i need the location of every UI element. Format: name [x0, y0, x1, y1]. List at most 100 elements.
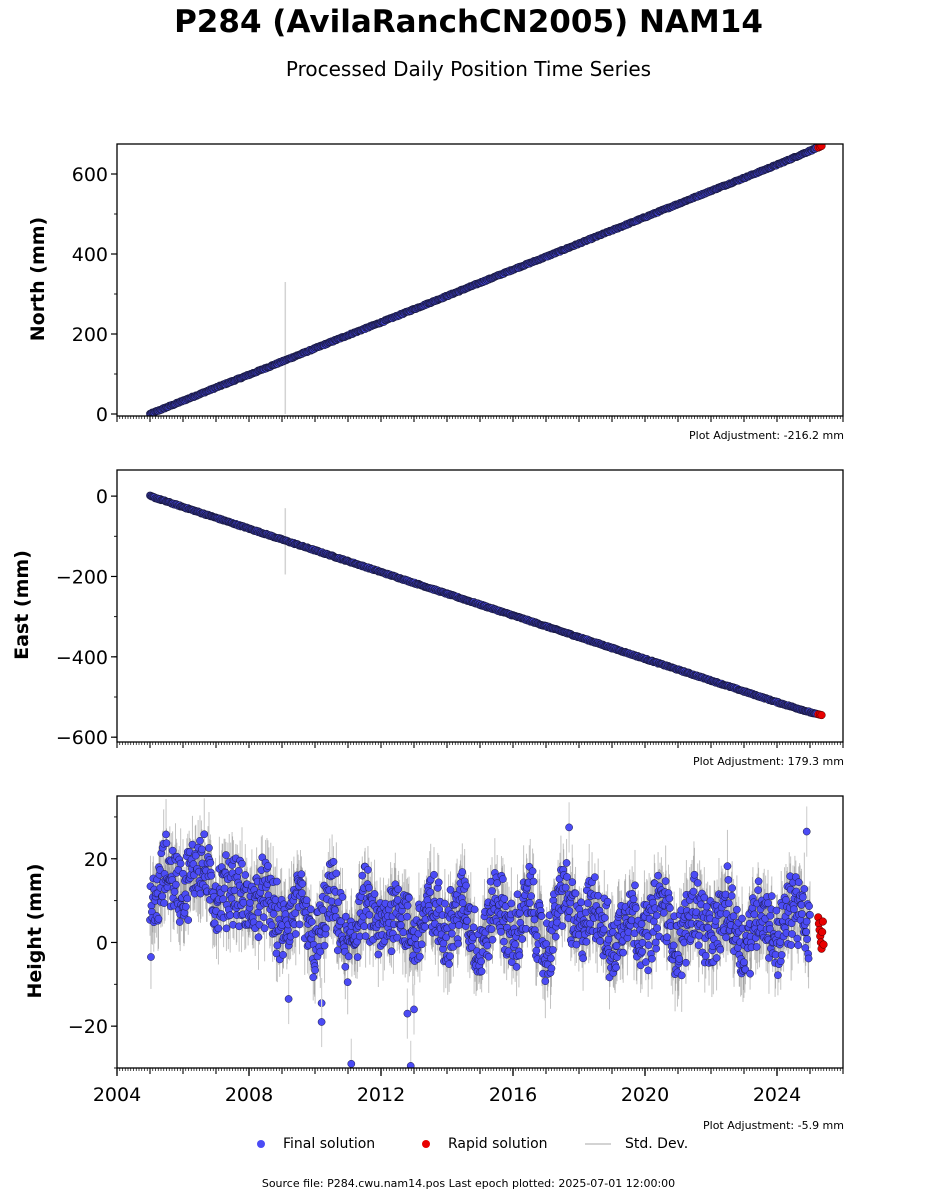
- height-final-point: [528, 867, 537, 876]
- height-final-point: [619, 948, 628, 957]
- height-final-point: [612, 941, 621, 950]
- height-final-point: [446, 885, 455, 894]
- east-rapid-point: [817, 711, 826, 720]
- height-final-point: [499, 875, 507, 883]
- height-final-point: [316, 947, 325, 956]
- height-final-point: [196, 836, 204, 845]
- height-final-point: [331, 906, 339, 915]
- north-marks: [146, 144, 826, 416]
- height-final-point: [298, 879, 307, 888]
- height-final-point: [269, 910, 278, 918]
- height-final-point: [273, 877, 281, 886]
- height-final-point: [267, 921, 276, 930]
- height-final-point: [374, 950, 383, 959]
- height-final-point: [596, 937, 604, 945]
- height-final-point: [295, 920, 304, 929]
- height-final-point: [525, 899, 534, 907]
- height-final-point: [182, 902, 190, 911]
- height-final-point: [661, 877, 670, 886]
- height-final-point: [365, 911, 374, 919]
- height-final-point: [172, 880, 180, 889]
- height-final-point: [341, 962, 350, 971]
- height-final-point: [663, 933, 671, 942]
- height-final-point: [205, 844, 213, 852]
- height-final-point: [291, 930, 300, 938]
- height-final-point: [653, 924, 661, 932]
- height-final-point: [487, 925, 496, 934]
- north-ytick-label: 400: [72, 244, 108, 266]
- height-final-point: [644, 966, 653, 975]
- height-final-point: [147, 953, 155, 961]
- height-final-point: [360, 922, 369, 931]
- height-final-point: [222, 851, 230, 859]
- height-final-point: [170, 887, 179, 896]
- height-final-point: [665, 894, 674, 903]
- height-final-point: [712, 954, 721, 962]
- height-final-point: [547, 954, 555, 963]
- height-final-point: [254, 933, 263, 942]
- height-final-point: [637, 920, 646, 928]
- height-final-point: [669, 941, 678, 950]
- height-final-point: [338, 893, 347, 901]
- height-final-point: [353, 953, 362, 961]
- height-final-point: [530, 915, 539, 924]
- height-final-point: [600, 914, 609, 922]
- chart-title: P284 (AvilaRanchCN2005) NAM14: [174, 4, 763, 40]
- height-final-point: [599, 925, 608, 934]
- height-final-point: [529, 877, 538, 886]
- height-final-point: [582, 937, 591, 946]
- height-final-point: [387, 947, 396, 956]
- height-final-point: [397, 921, 405, 930]
- height-final-point: [583, 899, 592, 908]
- height-final-point: [298, 889, 306, 897]
- height-final-point: [716, 945, 725, 954]
- height-final-point: [297, 870, 306, 878]
- height-final-point: [612, 963, 620, 972]
- height-final-point: [291, 909, 300, 918]
- height-final-point: [370, 890, 379, 898]
- height-final-point: [191, 851, 200, 860]
- height-final-point: [511, 940, 519, 949]
- height-final-point: [446, 952, 454, 961]
- height-final-point: [677, 971, 686, 980]
- height-final-point: [307, 905, 315, 914]
- height-final-point: [441, 899, 449, 908]
- height-final-point: [227, 894, 236, 903]
- height-final-point: [220, 884, 229, 893]
- height-final-point: [513, 890, 522, 899]
- height-final-point: [154, 914, 163, 923]
- height-final-point: [162, 839, 171, 848]
- height-final-point: [518, 935, 527, 943]
- height-final-point: [241, 871, 250, 879]
- height-final-point: [309, 973, 318, 982]
- height-final-point: [405, 893, 413, 902]
- height-final-point: [565, 907, 574, 915]
- height-final-point: [561, 883, 570, 892]
- height-final-point: [579, 954, 587, 963]
- height-final-point: [334, 898, 343, 907]
- height-final-point: [641, 958, 650, 966]
- height-final-point: [341, 912, 350, 921]
- height-final-point: [462, 881, 470, 890]
- height-final-point: [198, 845, 206, 854]
- height-final-point: [488, 935, 497, 944]
- height-final-point: [344, 952, 353, 961]
- height-final-point: [700, 893, 709, 902]
- height-final-point: [162, 830, 170, 839]
- height-final-point: [644, 941, 653, 949]
- height-final-point: [603, 897, 612, 906]
- height-final-point: [484, 952, 493, 961]
- north-ytick-label: 0: [96, 404, 108, 426]
- east-ytick-label: −400: [56, 647, 108, 669]
- height-final-point: [260, 924, 269, 933]
- height-final-point: [337, 917, 345, 926]
- height-final-point: [238, 859, 246, 868]
- height-final-point: [361, 932, 370, 940]
- height-final-point: [666, 904, 674, 912]
- height-final-point: [527, 892, 536, 900]
- height-final-point: [319, 906, 327, 914]
- height-final-point: [689, 887, 698, 896]
- height-final-point: [320, 941, 329, 950]
- height-final-point: [469, 923, 478, 932]
